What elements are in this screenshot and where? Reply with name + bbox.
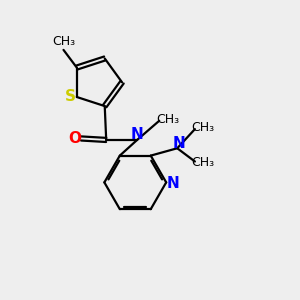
Text: CH₃: CH₃: [192, 121, 215, 134]
Text: CH₃: CH₃: [156, 113, 179, 126]
Text: O: O: [68, 131, 81, 146]
Text: N: N: [172, 136, 185, 151]
Text: N: N: [166, 176, 179, 191]
Text: CH₃: CH₃: [52, 35, 75, 48]
Text: N: N: [131, 127, 143, 142]
Text: S: S: [65, 89, 76, 104]
Text: CH₃: CH₃: [192, 157, 215, 169]
